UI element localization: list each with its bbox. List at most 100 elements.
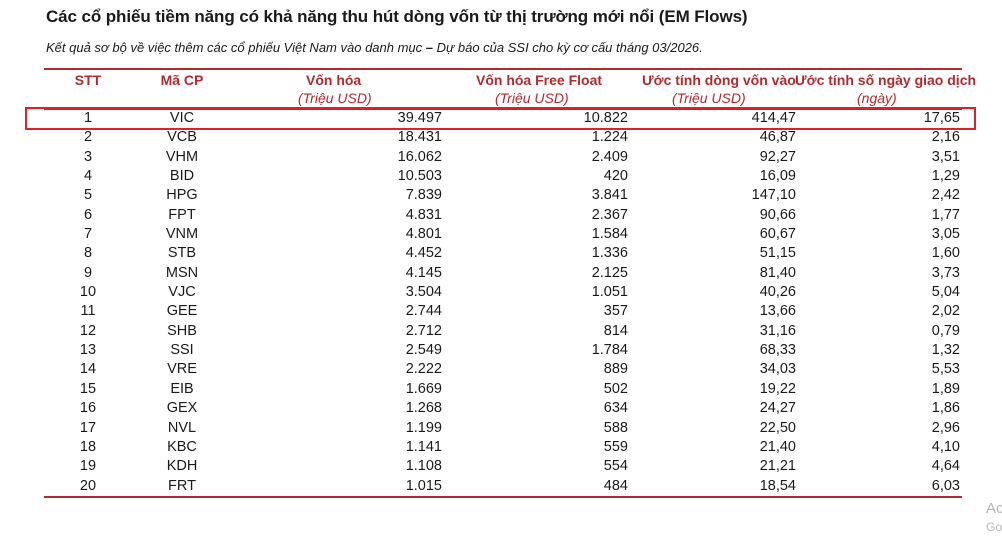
cell-so-ngay: 4,64 bbox=[931, 458, 960, 475]
cell-ma-cp: VCB bbox=[167, 129, 197, 146]
table-row: 4 BID 10.503 420 16,09 1,29 bbox=[44, 167, 962, 186]
cell-dong-von: 51,15 bbox=[759, 245, 796, 262]
cell-von-hoa-ff: 889 bbox=[603, 361, 628, 378]
cell-stt: 1 bbox=[83, 110, 93, 126]
cell-von-hoa-ff: 588 bbox=[603, 419, 628, 436]
cell-von-hoa: 4.801 bbox=[405, 226, 442, 243]
cell-dong-von: 81,40 bbox=[759, 264, 796, 281]
subtitle-part1: Kết quả sơ bộ về việc thêm các cổ phiếu … bbox=[46, 40, 423, 55]
cell-ma-cp: NVL bbox=[167, 419, 197, 436]
cell-von-hoa: 4.452 bbox=[405, 245, 442, 262]
cell-dong-von: 147,10 bbox=[751, 187, 796, 204]
table-row: 10 VJC 3.504 1.051 40,26 5,04 bbox=[44, 283, 962, 302]
cell-von-hoa-ff: 554 bbox=[603, 458, 628, 475]
cell-so-ngay: 5,53 bbox=[931, 361, 960, 378]
header-von-hoa: Vốn hóa bbox=[306, 72, 362, 88]
cell-von-hoa: 7.839 bbox=[405, 187, 442, 204]
activation-watermark: Ac Go bbox=[986, 500, 1002, 536]
cell-ma-cp: GEE bbox=[166, 303, 198, 320]
cell-von-hoa: 1.141 bbox=[405, 438, 442, 455]
cell-so-ngay: 2,16 bbox=[931, 129, 960, 146]
cell-von-hoa: 1.669 bbox=[405, 380, 442, 397]
header-von-hoa-wrap: Vốn hóa bbox=[232, 72, 442, 88]
cell-von-hoa-ff: 484 bbox=[603, 477, 628, 494]
cell-stt: 9 bbox=[83, 264, 93, 281]
header-unit-von-hoa: (Triệu USD) bbox=[298, 90, 372, 106]
cell-ma-cp: SHB bbox=[167, 322, 197, 339]
cell-von-hoa-ff: 1.051 bbox=[591, 284, 628, 301]
cell-ma-cp: GEX bbox=[166, 400, 198, 417]
cell-stt: 12 bbox=[79, 322, 97, 339]
cell-von-hoa: 1.268 bbox=[405, 400, 442, 417]
cell-ma-cp: HPG bbox=[166, 187, 198, 204]
cell-stt: 20 bbox=[79, 477, 97, 494]
cell-so-ngay: 0,79 bbox=[931, 322, 960, 339]
cell-von-hoa: 16.062 bbox=[397, 148, 442, 165]
table-row: 8 STB 4.452 1.336 51,15 1,60 bbox=[44, 244, 962, 263]
cell-so-ngay: 1,86 bbox=[931, 400, 960, 417]
cell-so-ngay: 1,89 bbox=[931, 380, 960, 397]
cell-dong-von: 24,27 bbox=[759, 400, 796, 417]
header-stt: STT bbox=[74, 72, 102, 88]
cell-von-hoa: 18.431 bbox=[397, 129, 442, 146]
cell-ma-cp: FRT bbox=[168, 477, 196, 494]
cell-stt: 2 bbox=[83, 129, 93, 146]
cell-von-hoa-ff: 357 bbox=[603, 303, 628, 320]
table-top-rule bbox=[44, 68, 962, 70]
header-separator bbox=[44, 109, 962, 110]
table-header: STT Mã CP Vốn hóa Vốn hóa Free Float Ước… bbox=[44, 71, 976, 109]
cell-dong-von: 21,40 bbox=[759, 438, 796, 455]
data-table: 1 VIC 39.497 10.822 414,47 17,65 2 VCB 1… bbox=[44, 109, 962, 496]
cell-von-hoa: 1.015 bbox=[405, 477, 442, 494]
header-unit-so-ngay: (ngày) bbox=[857, 90, 897, 106]
cell-von-hoa-ff: 2.367 bbox=[591, 206, 628, 223]
cell-von-hoa-ff: 814 bbox=[603, 322, 628, 339]
cell-von-hoa: 39.497 bbox=[397, 110, 442, 126]
cell-so-ngay: 3,05 bbox=[931, 226, 960, 243]
table-row: 18 KBC 1.141 559 21,40 4,10 bbox=[44, 438, 962, 457]
watermark-line1: Ac bbox=[986, 500, 1002, 517]
table-row: 2 VCB 18.431 1.224 46,87 2,16 bbox=[44, 128, 962, 147]
subtitle-dash: – bbox=[422, 40, 437, 55]
cell-von-hoa: 1.199 bbox=[405, 419, 442, 436]
cell-von-hoa-ff: 2.409 bbox=[591, 148, 628, 165]
cell-von-hoa: 2.222 bbox=[405, 361, 442, 378]
cell-von-hoa: 3.504 bbox=[405, 284, 442, 301]
cell-so-ngay: 1,29 bbox=[931, 168, 960, 185]
cell-von-hoa-ff: 634 bbox=[603, 400, 628, 417]
cell-von-hoa: 2.549 bbox=[405, 342, 442, 359]
cell-dong-von: 46,87 bbox=[759, 129, 796, 146]
table-row: 1 VIC 39.497 10.822 414,47 17,65 bbox=[44, 109, 962, 128]
cell-stt: 17 bbox=[79, 419, 97, 436]
cell-stt: 18 bbox=[79, 438, 97, 455]
table-bottom-rule bbox=[44, 496, 962, 498]
cell-ma-cp: VIC bbox=[169, 110, 195, 126]
cell-stt: 11 bbox=[80, 303, 96, 320]
cell-stt: 15 bbox=[79, 380, 97, 397]
watermark-line2: Go bbox=[986, 520, 1002, 534]
cell-ma-cp: VJC bbox=[168, 284, 196, 301]
table-row: 15 EIB 1.669 502 19,22 1,89 bbox=[44, 380, 962, 399]
table-row: 12 SHB 2.712 814 31,16 0,79 bbox=[44, 322, 962, 341]
cell-stt: 14 bbox=[79, 361, 97, 378]
cell-stt: 4 bbox=[83, 168, 93, 185]
header-ma-cp: Mã CP bbox=[160, 72, 204, 88]
header-unit-dong-von: (Triệu USD) bbox=[672, 90, 746, 106]
header-unit-von-hoa-ff: (Triệu USD) bbox=[495, 90, 569, 106]
cell-von-hoa-ff: 2.125 bbox=[591, 264, 628, 281]
table-row: 9 MSN 4.145 2.125 81,40 3,73 bbox=[44, 264, 962, 283]
cell-von-hoa-ff: 1.784 bbox=[591, 342, 628, 359]
cell-von-hoa: 2.744 bbox=[405, 303, 442, 320]
cell-dong-von: 92,27 bbox=[759, 148, 796, 165]
report-title: Các cổ phiếu tiềm năng có khả năng thu h… bbox=[46, 7, 748, 26]
cell-so-ngay: 6,03 bbox=[931, 477, 960, 494]
cell-dong-von: 16,09 bbox=[759, 168, 796, 185]
header-von-hoa-ff: Vốn hóa Free Float bbox=[476, 72, 603, 88]
header-dong-von: Ước tính dòng vốn vào bbox=[642, 72, 796, 88]
cell-stt: 16 bbox=[79, 400, 97, 417]
cell-ma-cp: VNM bbox=[165, 226, 199, 243]
cell-von-hoa-ff: 1.584 bbox=[591, 226, 628, 243]
cell-von-hoa-ff: 1.336 bbox=[591, 245, 628, 262]
cell-ma-cp: STB bbox=[167, 245, 197, 262]
cell-dong-von: 21,21 bbox=[759, 458, 796, 475]
